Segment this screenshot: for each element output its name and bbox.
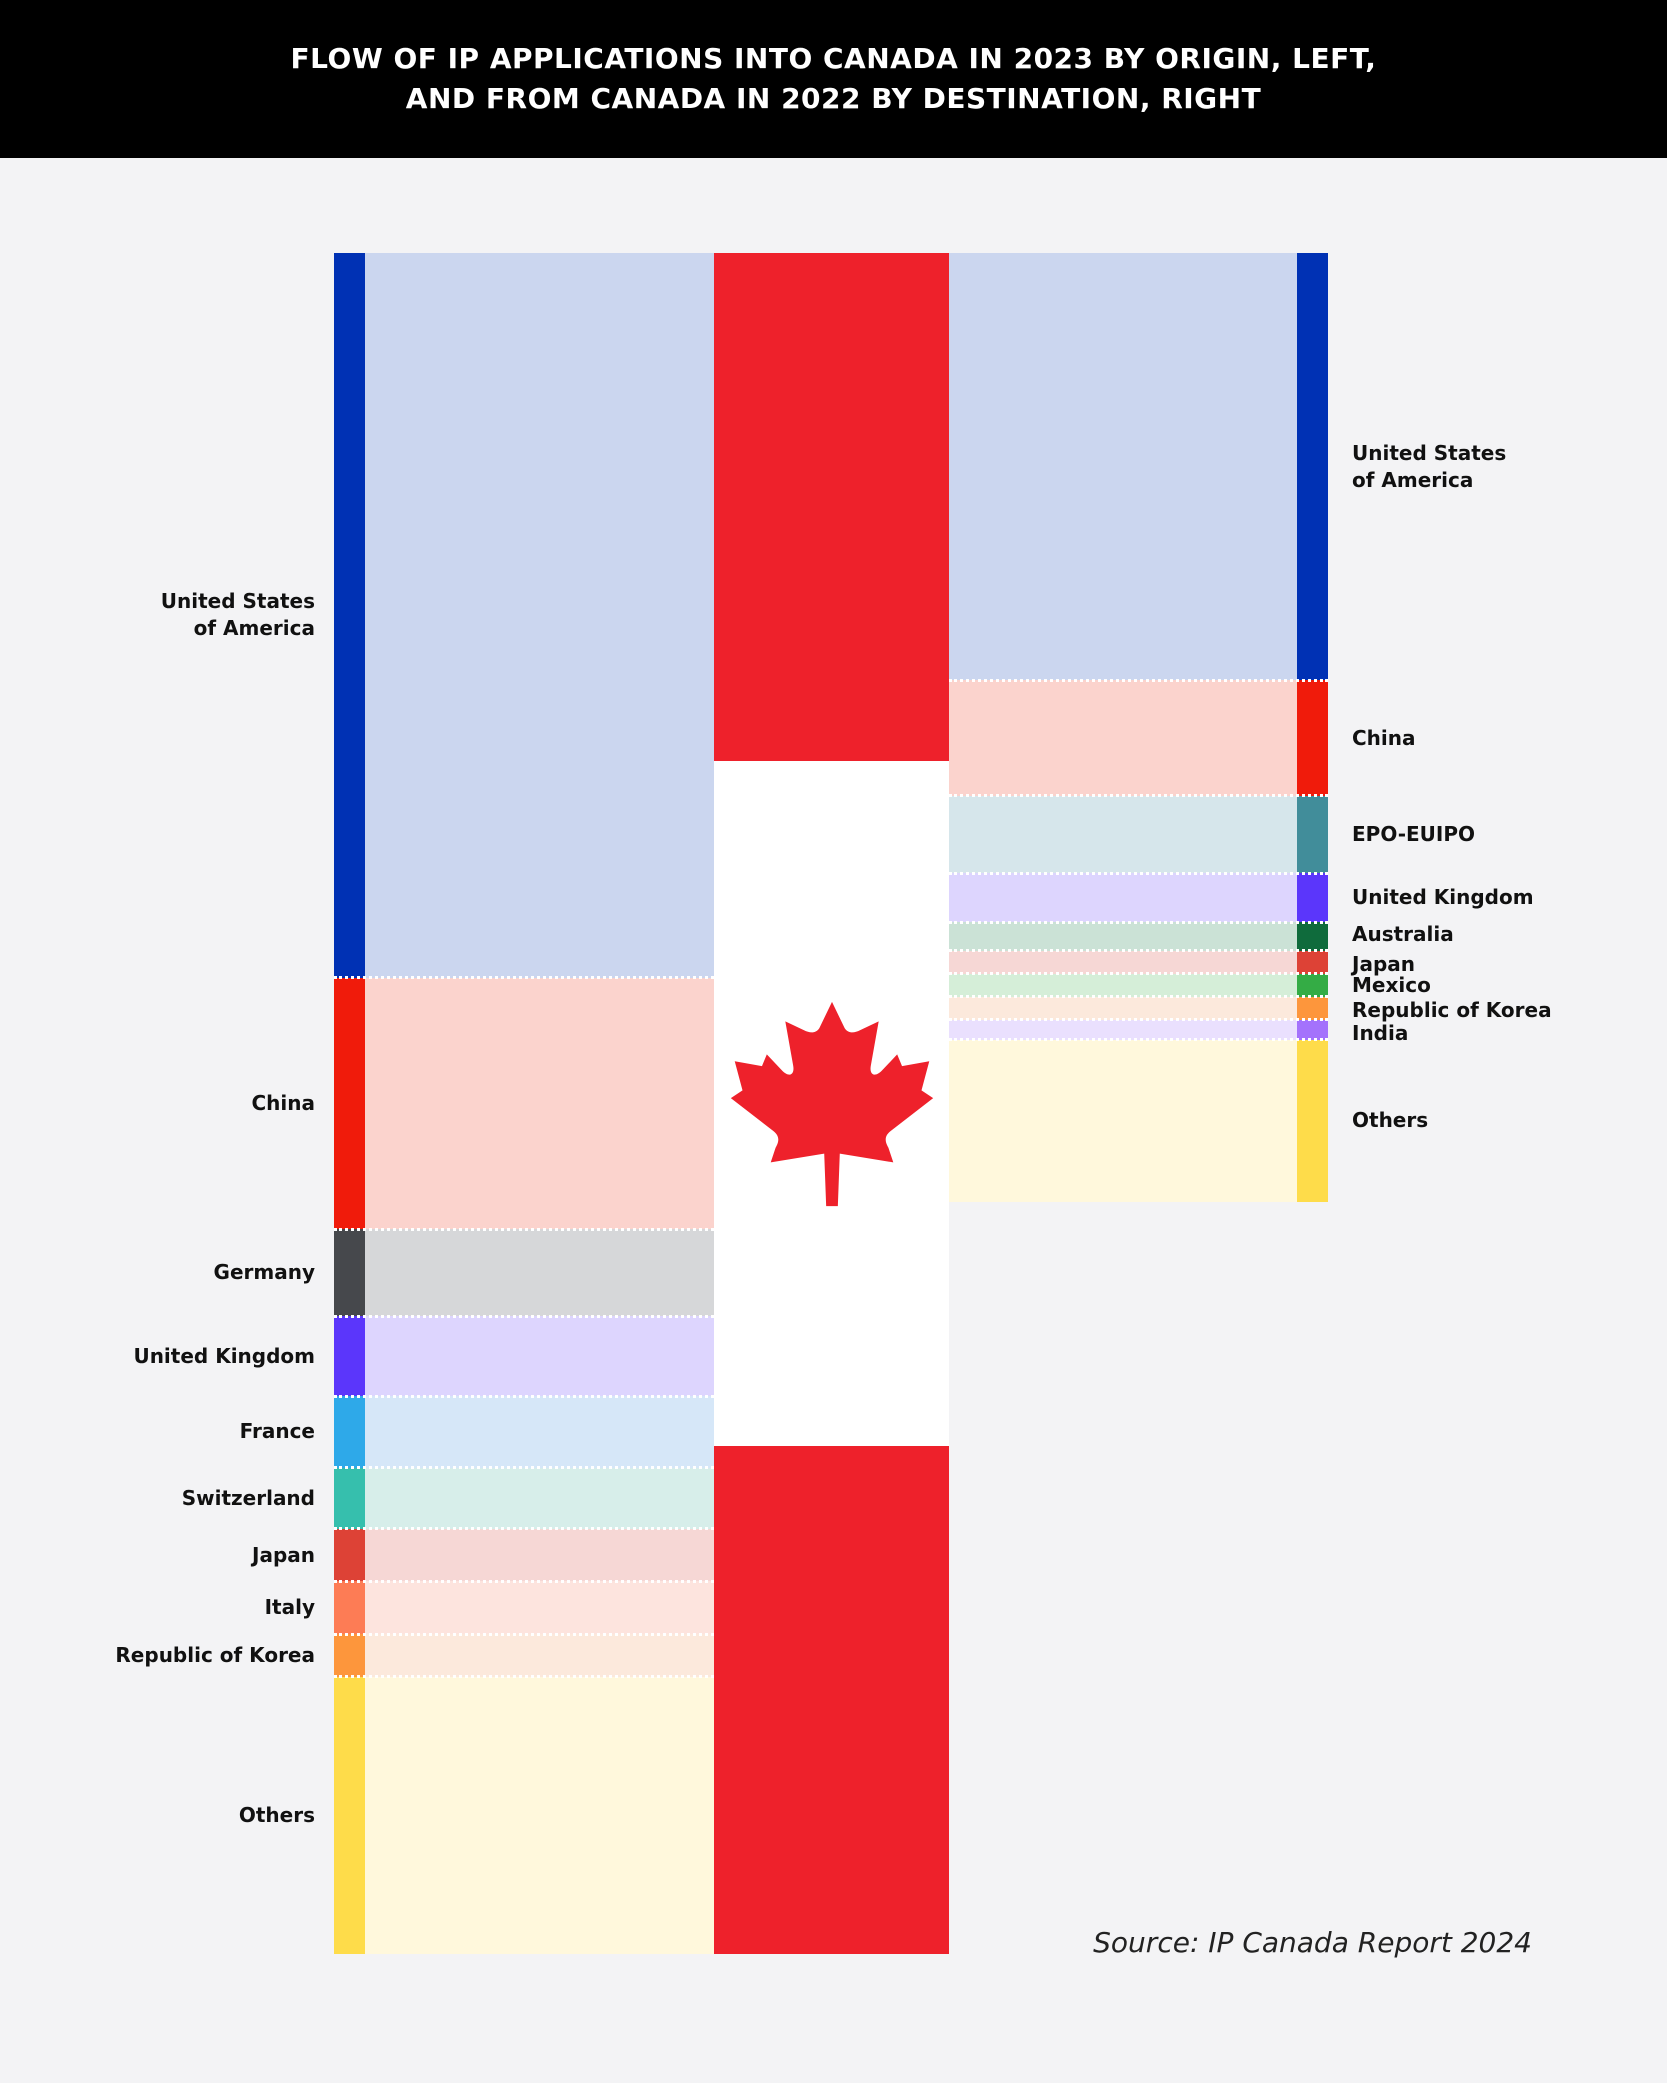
left-flow-china [365, 977, 714, 1230]
source-note: Source: IP Canada Report 2024 [1093, 1926, 1532, 1959]
left-label-germany: Germany [213, 1260, 315, 1285]
left-flow-switzerland [365, 1467, 714, 1529]
left-separator [334, 1314, 714, 1318]
left-bar-japan [334, 1528, 365, 1582]
left-bar-republic-of-korea [334, 1634, 365, 1677]
right-label-china: China [1352, 725, 1416, 750]
left-flow-republic-of-korea [365, 1634, 714, 1677]
left-bar-others [334, 1676, 365, 1954]
left-bar-italy [334, 1581, 365, 1635]
left-label-republic-of-korea: Republic of Korea [115, 1642, 315, 1667]
right-separator [949, 1018, 1328, 1022]
right-bar-others [1297, 1039, 1328, 1203]
right-flow-china [949, 680, 1297, 796]
left-label-others: Others [238, 1802, 315, 1827]
left-bar-china [334, 977, 365, 1230]
right-bar-australia [1297, 922, 1328, 951]
left-label-italy: Italy [264, 1595, 315, 1620]
left-label-united-states-of-america: United States of America [160, 589, 315, 641]
left-label-united-kingdom: United Kingdom [133, 1343, 315, 1368]
left-label-china: China [251, 1091, 315, 1115]
maple-leaf-icon [730, 1001, 933, 1207]
left-label-switzerland: Switzerland [181, 1485, 315, 1510]
right-label-united-states-of-america: United States of America [1352, 440, 1507, 492]
left-bar-switzerland [334, 1467, 365, 1529]
right-flow-republic-of-korea [949, 996, 1297, 1020]
left-flow-japan [365, 1528, 714, 1582]
left-flow-germany [365, 1229, 714, 1317]
left-separator [334, 1579, 714, 1583]
title-line-2: AND FROM CANADA IN 2022 BY DESTINATION, … [405, 82, 1262, 115]
right-separator [949, 995, 1328, 999]
right-flow-australia [949, 922, 1297, 951]
left-label-france: France [239, 1419, 315, 1444]
right-bar-republic-of-korea [1297, 996, 1328, 1020]
left-separator [334, 976, 714, 980]
right-flow-united-kingdom [949, 873, 1297, 923]
right-label-epo-euipo: EPO-EUIPO [1352, 822, 1475, 847]
left-flow-others [365, 1676, 714, 1954]
right-flow-mexico [949, 973, 1297, 997]
right-separator [949, 920, 1328, 924]
right-label-republic-of-korea: Republic of Korea [1352, 997, 1552, 1022]
title-bar: FLOW OF IP APPLICATIONS INTO CANADA IN 2… [0, 0, 1667, 158]
right-bar-mexico [1297, 973, 1328, 997]
right-label-india: India [1352, 1021, 1409, 1046]
flag-top-red-band [714, 253, 949, 761]
right-label-japan: Japan [1352, 951, 1415, 976]
left-flow-united-states-of-america [365, 253, 714, 978]
left-label-japan: Japan [252, 1542, 315, 1567]
right-label-australia: Australia [1352, 921, 1454, 946]
right-flow-japan [949, 950, 1297, 974]
left-bar-germany [334, 1229, 365, 1317]
right-separator [949, 972, 1328, 976]
right-separator [949, 949, 1328, 953]
right-flow-epo-euipo [949, 795, 1297, 874]
title-line-1: FLOW OF IP APPLICATIONS INTO CANADA IN 2… [290, 42, 1377, 75]
left-bar-united-states-of-america [334, 253, 365, 978]
right-bar-united-states-of-america [1297, 253, 1328, 681]
right-label-mexico: Mexico [1352, 972, 1431, 997]
left-flow-united-kingdom [365, 1316, 714, 1397]
right-separator [949, 1038, 1328, 1042]
right-flow-others [949, 1039, 1297, 1203]
left-separator [334, 1632, 714, 1636]
right-separator [949, 678, 1328, 682]
left-flow-france [365, 1396, 714, 1468]
right-separator [949, 794, 1328, 798]
right-flow-india [949, 1019, 1297, 1040]
right-flow-united-states-of-america [949, 253, 1297, 681]
right-bar-china [1297, 680, 1328, 796]
left-separator [334, 1394, 714, 1398]
left-bar-united-kingdom [334, 1316, 365, 1397]
left-separator [334, 1527, 714, 1531]
left-bar-france [334, 1396, 365, 1468]
right-separator [949, 871, 1328, 875]
right-label-others: Others [1352, 1108, 1429, 1133]
right-bar-united-kingdom [1297, 873, 1328, 923]
flag-bottom-red-band [714, 1446, 949, 1954]
left-separator [334, 1466, 714, 1469]
left-flow-italy [365, 1581, 714, 1635]
right-label-united-kingdom: United Kingdom [1352, 885, 1534, 910]
right-bar-india [1297, 1019, 1328, 1040]
right-bar-epo-euipo [1297, 795, 1328, 874]
left-separator [334, 1675, 714, 1679]
right-bar-japan [1297, 950, 1328, 974]
left-separator [334, 1227, 714, 1231]
